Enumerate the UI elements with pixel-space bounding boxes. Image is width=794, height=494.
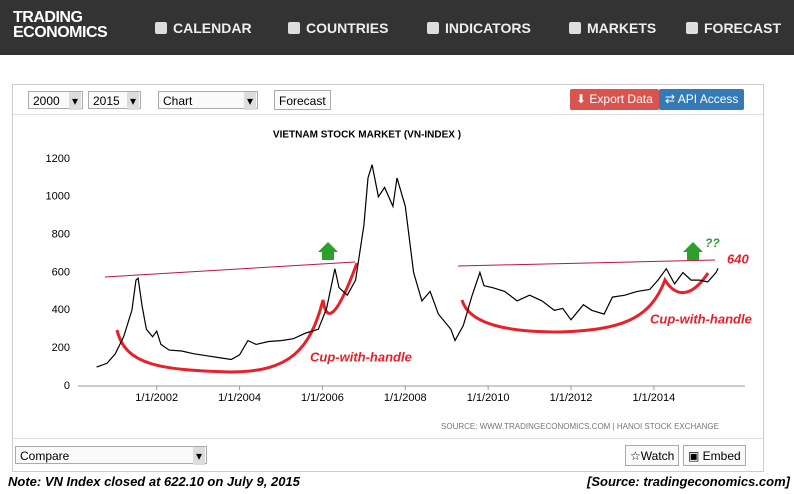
y-tick-label: 400 bbox=[52, 304, 70, 316]
watch-label: Watch bbox=[640, 449, 675, 463]
annotation: Cup-with-handle bbox=[650, 311, 752, 326]
cup-curve bbox=[115, 262, 359, 374]
logo[interactable]: TRADING ECONOMICS bbox=[13, 9, 108, 41]
logo-bottom: ECONOMICS bbox=[13, 24, 108, 41]
up-arrow bbox=[683, 242, 703, 260]
api-label: API Access bbox=[677, 92, 739, 106]
y-tick-label: 200 bbox=[52, 342, 70, 354]
x-tick-label: 1/1/2006 bbox=[301, 392, 344, 404]
logo-top: TRADING bbox=[13, 9, 83, 26]
view-select[interactable]: Chart bbox=[158, 91, 258, 110]
start-year-select[interactable]: 2000 bbox=[28, 91, 83, 110]
y-tick-label: 1200 bbox=[46, 153, 70, 165]
cup-curve bbox=[460, 272, 710, 334]
up-arrow bbox=[318, 242, 338, 260]
nav-item[interactable]: COUNTRIES bbox=[288, 20, 388, 36]
y-tick-label: 800 bbox=[52, 229, 70, 241]
annotation: 640 bbox=[727, 251, 749, 266]
x-tick-label: 1/1/2010 bbox=[467, 392, 510, 404]
compare-select[interactable]: Compare bbox=[15, 446, 207, 465]
source-note: [Source: tradingeconomics.com] bbox=[587, 474, 790, 489]
divider bbox=[13, 114, 763, 115]
x-tick-label: 1/1/2004 bbox=[218, 392, 261, 404]
chart-panel bbox=[12, 84, 764, 472]
y-tick-label: 1000 bbox=[46, 191, 70, 203]
note: Note: VN Index closed at 622.10 on July … bbox=[8, 474, 300, 489]
divider bbox=[13, 438, 763, 439]
nav-item[interactable]: MARKETS bbox=[569, 20, 656, 36]
end-year-select[interactable]: 2015 bbox=[88, 91, 141, 110]
chart-title: VIETNAM STOCK MARKET (VN-INDEX ) bbox=[273, 130, 461, 141]
annotation: Cup-with-handle bbox=[310, 349, 412, 364]
y-tick-label: 0 bbox=[64, 380, 70, 392]
export-button[interactable]: ⬇ Export Data bbox=[570, 89, 659, 110]
y-tick-label: 600 bbox=[52, 266, 70, 278]
forecast-button[interactable]: Forecast bbox=[274, 90, 331, 110]
x-tick-label: 1/1/2012 bbox=[550, 392, 593, 404]
embed-button[interactable]: ▣ Embed bbox=[683, 445, 746, 466]
export-label: Export Data bbox=[589, 92, 653, 106]
api-button[interactable]: ⇄ API Access bbox=[659, 89, 745, 110]
x-tick-label: 1/1/2008 bbox=[384, 392, 427, 404]
x-tick-label: 1/1/2002 bbox=[135, 392, 178, 404]
annotation: ?? bbox=[705, 236, 720, 250]
chart-source: SOURCE: WWW.TRADINGECONOMICS.COM | HANOI… bbox=[441, 422, 719, 431]
x-tick-label: 1/1/2014 bbox=[632, 392, 675, 404]
nav-item[interactable]: CALENDAR bbox=[155, 20, 252, 36]
nav-item[interactable]: FORECAST bbox=[686, 20, 781, 36]
resistance-line bbox=[104, 261, 356, 278]
nav-item[interactable]: INDICATORS bbox=[427, 20, 531, 36]
embed-label: Embed bbox=[702, 449, 741, 463]
resistance-line bbox=[457, 259, 716, 267]
watch-button[interactable]: ☆Watch bbox=[625, 445, 680, 466]
index-line bbox=[96, 164, 719, 368]
nav-bar: TRADING ECONOMICS CALENDAR COUNTRIES INDI… bbox=[0, 0, 794, 55]
